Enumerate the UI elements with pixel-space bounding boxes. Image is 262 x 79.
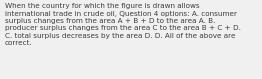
Text: When the country for which the figure is drawn allows
international trade in cru: When the country for which the figure is… [5,3,241,46]
